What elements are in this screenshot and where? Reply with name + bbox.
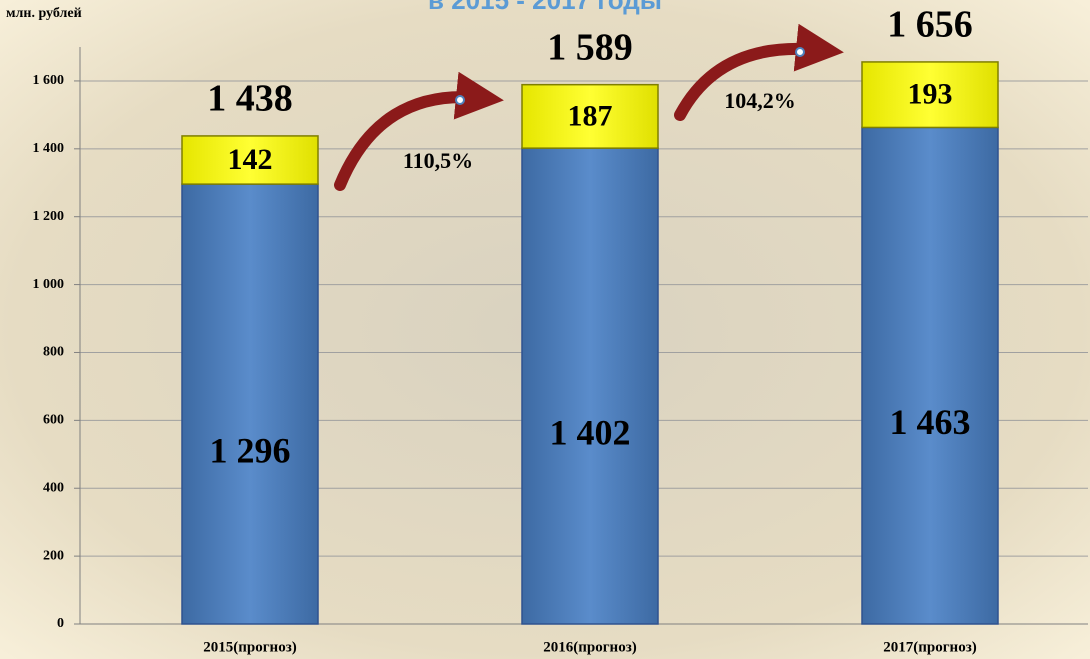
- x-tick-label: 2015(прогноз): [203, 639, 296, 655]
- data-label: 142: [228, 143, 273, 176]
- bar-segment: [181, 183, 319, 625]
- y-tick-label: 400: [43, 480, 64, 495]
- arrow-dot: [795, 47, 805, 57]
- total-label: 1 438: [207, 78, 293, 120]
- bar-segment: [861, 61, 999, 129]
- x-tick-label: 2017(прогноз): [883, 639, 976, 655]
- bar-segment: [861, 126, 999, 625]
- y-tick-label: 800: [43, 345, 64, 360]
- y-tick-label: 1 000: [33, 277, 65, 292]
- y-tick-label: 1 200: [33, 209, 65, 224]
- growth-label: 104,2%: [724, 88, 796, 113]
- data-label: 1 402: [550, 412, 631, 452]
- y-axis-label: млн. рублей: [6, 6, 82, 21]
- data-label: 187: [568, 99, 613, 132]
- bar-segment: [181, 135, 319, 185]
- data-label: 1 296: [210, 430, 291, 470]
- x-tick-label: 2016(прогноз): [543, 639, 636, 655]
- y-tick-label: 1 400: [33, 141, 65, 156]
- y-tick-label: 200: [43, 548, 64, 563]
- bar-segment: [521, 147, 659, 625]
- data-label: 193: [908, 78, 953, 111]
- y-tick-label: 0: [57, 616, 64, 631]
- y-tick-label: 1 600: [33, 73, 65, 88]
- total-label: 1 656: [887, 4, 973, 46]
- bar-segment: [521, 83, 659, 149]
- arrow-dot: [455, 95, 465, 105]
- y-tick-label: 600: [43, 413, 64, 428]
- total-label: 1 589: [547, 26, 633, 68]
- growth-label: 110,5%: [403, 148, 473, 173]
- chart-title: в 2015 - 2017 годы: [428, 0, 662, 15]
- data-label: 1 463: [890, 402, 971, 442]
